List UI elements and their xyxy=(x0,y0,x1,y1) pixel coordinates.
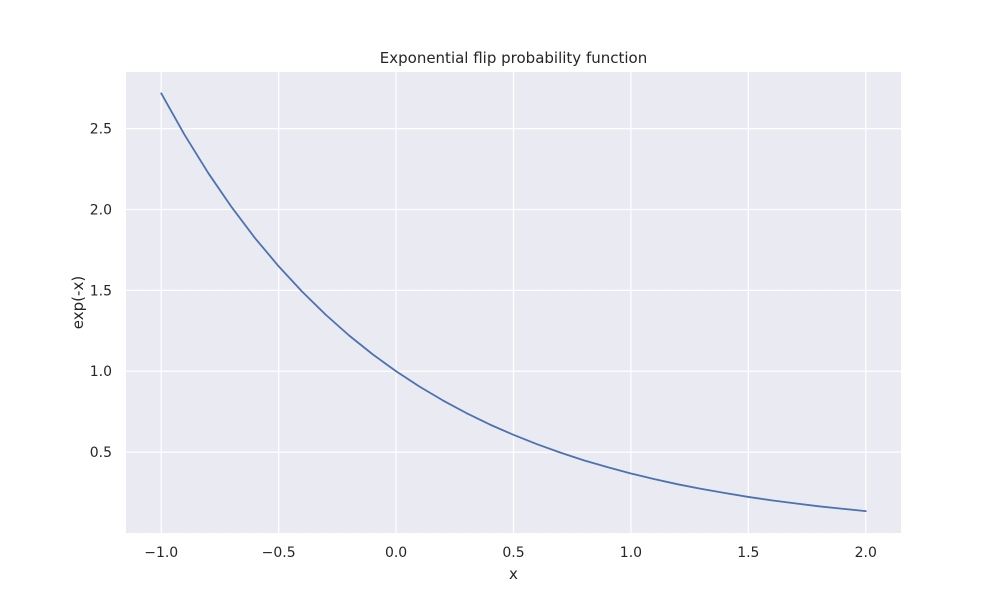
y-axis-label: exp(-x) xyxy=(69,276,87,329)
x-tick-label: −0.5 xyxy=(262,545,296,561)
x-axis-label: x xyxy=(509,565,518,583)
x-tick-label: 2.0 xyxy=(855,545,877,561)
chart-title: Exponential flip probability function xyxy=(380,49,647,67)
y-tick-label: 0.5 xyxy=(90,445,112,461)
x-tick-label: 1.5 xyxy=(737,545,759,561)
x-tick-label: −1.0 xyxy=(144,545,178,561)
series-layer xyxy=(160,92,867,513)
x-tick-label: 1.0 xyxy=(620,545,642,561)
y-tick-label: 2.0 xyxy=(90,202,112,218)
x-tick-label: 0.0 xyxy=(385,545,407,561)
x-tick-label: 0.5 xyxy=(502,545,524,561)
y-axis-ticks: 0.5 1.0 1.5 2.0 2.5 xyxy=(90,122,112,462)
grid xyxy=(126,72,901,533)
y-tick-label: 2.5 xyxy=(90,122,112,138)
x-axis-ticks: −1.0 −0.5 0.0 0.5 1.0 1.5 2.0 xyxy=(144,545,877,561)
y-tick-label: 1.0 xyxy=(90,364,112,380)
series-line xyxy=(160,92,867,513)
y-tick-label: 1.5 xyxy=(90,283,112,299)
